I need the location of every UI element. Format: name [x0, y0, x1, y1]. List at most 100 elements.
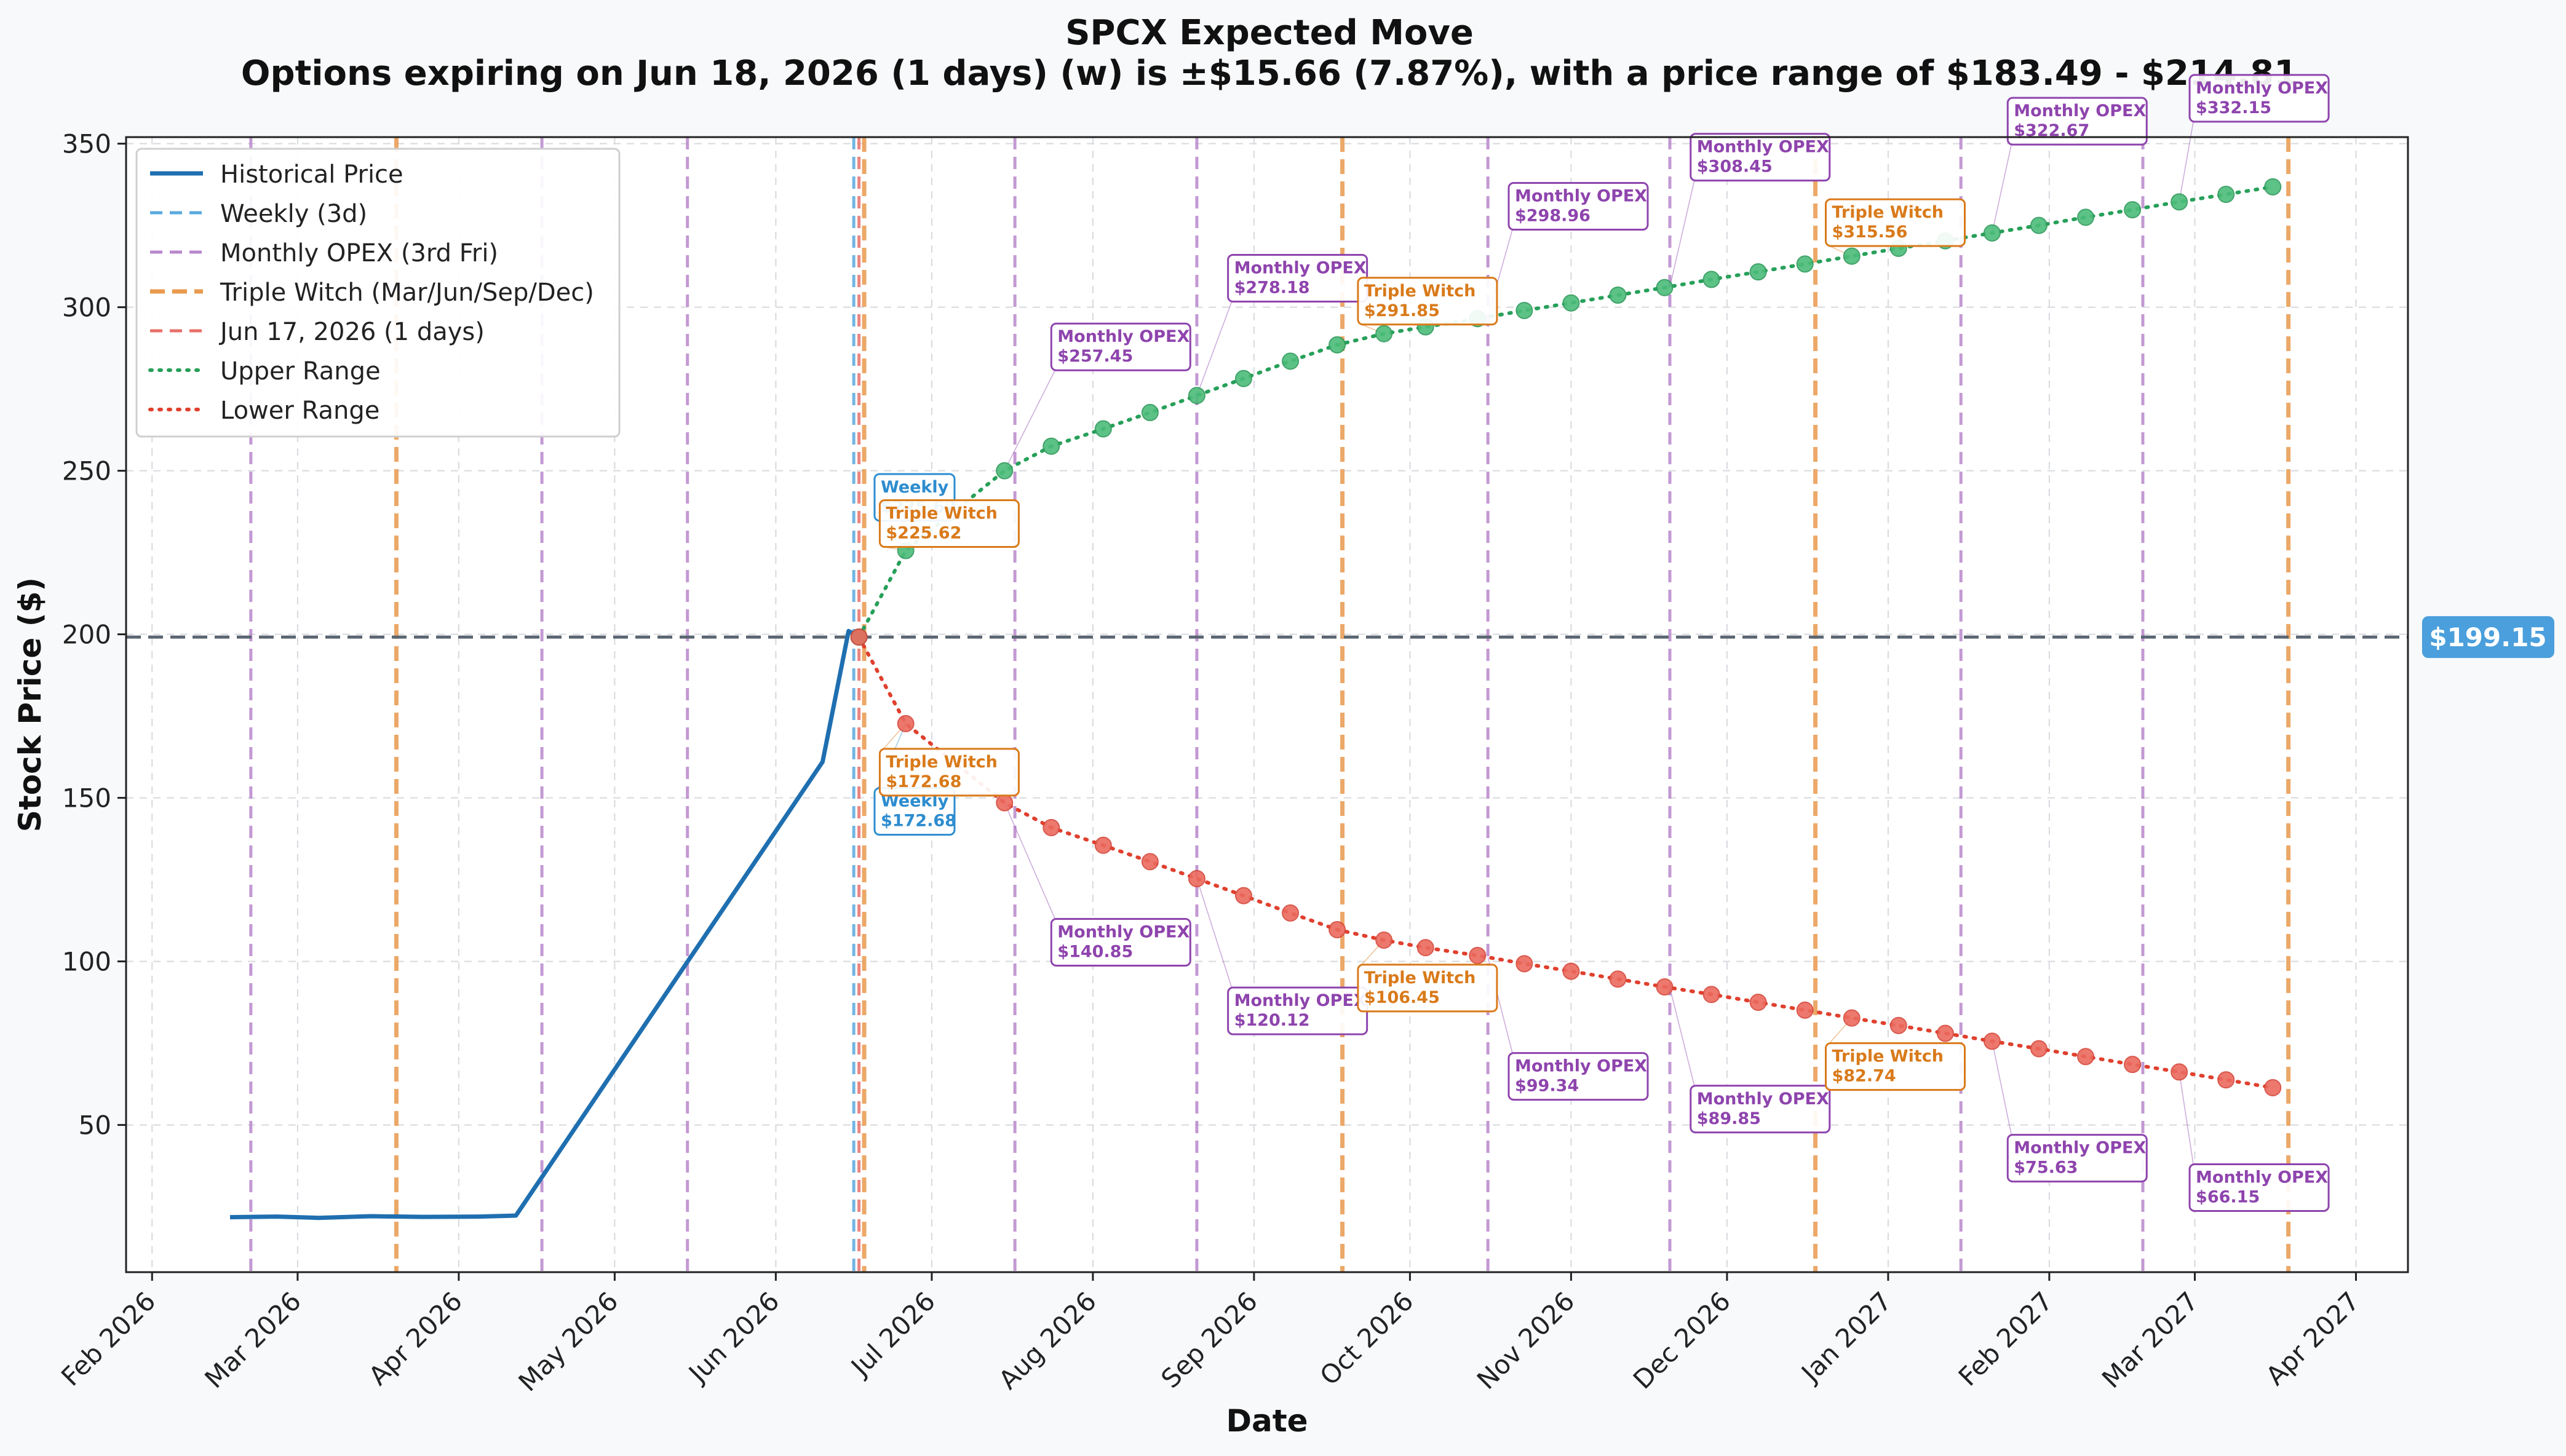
lower-range-point — [996, 794, 1014, 812]
annotation-title: Monthly OPEX — [1515, 186, 1647, 205]
annotation-title: Triple Witch — [1364, 968, 1476, 987]
upper-range-point — [1656, 279, 1674, 296]
upper-range-point — [1188, 387, 1206, 405]
annotation-leader — [1669, 180, 1695, 287]
upper-range-point — [1983, 224, 2001, 242]
upper-range-point — [2030, 216, 2048, 234]
upper-range-point — [1562, 294, 1580, 312]
lower-range-point — [2264, 1078, 2282, 1096]
lower-range-point — [2077, 1048, 2095, 1066]
annotation-value: $257.45 — [1057, 347, 1133, 366]
annotation-title: Monthly OPEX — [2014, 101, 2146, 121]
annotation-title: Monthly OPEX — [2196, 79, 2328, 98]
lower-range-point — [2124, 1056, 2142, 1074]
y-tick-label: 100 — [62, 947, 111, 977]
upper-range-point — [2264, 178, 2282, 196]
annotation-monthly: Monthly OPEX$332.15 — [2188, 74, 2330, 123]
annotation-leader — [1992, 1041, 2012, 1135]
x-axis-label: Date — [1226, 1403, 1308, 1439]
lower-range-point — [1416, 939, 1434, 957]
upper-range-point — [2077, 208, 2095, 226]
annotation-title: Triple Witch — [1364, 282, 1476, 301]
annotation-monthly: Monthly OPEX$120.12 — [1227, 986, 1368, 1035]
annotation-value: $308.45 — [1697, 157, 1773, 176]
annotation-value: $99.34 — [1515, 1077, 1579, 1096]
upper-range-point — [996, 462, 1014, 480]
upper-range-point — [1329, 336, 1346, 354]
upper-range-point — [1234, 370, 1252, 387]
annotation-leader — [1004, 370, 1055, 471]
lower-range-point — [2217, 1071, 2235, 1089]
lower-range-point — [1043, 819, 1060, 837]
annotation-triple: Triple Witch$291.85 — [1357, 277, 1498, 326]
upper-range-point — [1043, 437, 1060, 455]
annotation-title: Weekly — [881, 478, 949, 497]
y-tick-label: 300 — [62, 293, 111, 323]
lower-range-point — [1702, 986, 1720, 1003]
annotation-title: Triple Witch — [886, 504, 998, 523]
annotation-value: $140.85 — [1057, 942, 1133, 961]
annotation-value: $172.68 — [886, 772, 961, 791]
annotation-triple: Triple Witch$315.56 — [1824, 198, 1966, 247]
annotation-value: $298.96 — [1515, 206, 1591, 225]
annotation-leader — [1669, 987, 1695, 1086]
lower-range-point — [897, 714, 915, 732]
annotation-box — [878, 499, 1020, 548]
annotation-monthly: Monthly OPEX$278.18 — [1227, 254, 1368, 303]
upper-range-point — [1515, 301, 1533, 319]
lower-range-point — [1749, 994, 1767, 1011]
upper-range-point — [1609, 286, 1627, 304]
annotation-leader — [2179, 121, 2194, 202]
annotation-value: $82.74 — [1832, 1067, 1896, 1086]
current-price-badge-label: $199.15 — [2429, 622, 2546, 652]
y-axis-ticks: 50 100 150 200 250 300 350 — [62, 129, 126, 1141]
legend-label-triple: Triple Witch (Mar/Jun/Sep/Dec) — [220, 279, 594, 307]
lower-range-point — [2030, 1040, 2048, 1058]
lower-range-point — [1141, 853, 1159, 871]
legend-label-upper: Upper Range — [220, 357, 381, 386]
legend-label-weekly: Weekly (3d) — [220, 200, 367, 228]
upper-range-point — [2217, 186, 2235, 204]
annotation-title: Monthly OPEX — [1057, 327, 1190, 346]
annotation-value: $278.18 — [1234, 279, 1310, 298]
y-tick-label: 350 — [62, 129, 111, 159]
current-price-badge: $199.15 — [2422, 616, 2554, 659]
annotation-title: Monthly OPEX — [2014, 1139, 2146, 1158]
lower-range-point — [1983, 1032, 2001, 1050]
annotations: Weekly $225.62Triple Witch$225.62 Monthly … — [873, 74, 2330, 1212]
annotation-monthly: Monthly OPEX$308.45 — [1690, 133, 1831, 182]
upper-range-point — [1749, 263, 1767, 281]
y-tick-label: 200 — [62, 620, 111, 650]
annotation-box — [1050, 322, 1191, 371]
lower-range-point — [1609, 970, 1627, 988]
annotation-leader — [1992, 144, 2012, 234]
annotation-box — [2006, 1134, 2148, 1183]
annotation-value: $291.85 — [1364, 301, 1440, 320]
annotation-value: $120.12 — [1234, 1011, 1310, 1030]
annotation-value: $75.63 — [2014, 1158, 2078, 1177]
annotation-leader — [1196, 301, 1233, 396]
annotation-weekly: Weekly$172.68 — [873, 787, 956, 836]
annotation-box — [1824, 1042, 1966, 1091]
annotation-value: $225.62 — [886, 524, 961, 543]
upper-range-point — [2171, 193, 2188, 211]
annotation-box — [1507, 1052, 1649, 1101]
current-price-badge-box — [2422, 616, 2554, 659]
historical-price-line — [229, 628, 860, 1221]
annotation-box — [1507, 181, 1649, 231]
y-tick-label: 50 — [79, 1110, 111, 1141]
annotation-triple: Triple Witch$106.45 — [1357, 963, 1498, 1013]
annotation-value: $332.15 — [2196, 98, 2271, 117]
legend-box — [135, 148, 621, 438]
legend-label-historical: Historical Price — [220, 160, 403, 189]
annotation-monthly: Monthly OPEX$257.45 — [1050, 322, 1191, 371]
annotation-leader — [2179, 1072, 2194, 1165]
lower-range-point — [850, 628, 868, 646]
annotation-triple: Triple Witch$82.74 — [1824, 1042, 1966, 1091]
lower-range-point — [1889, 1016, 1907, 1034]
chart-subtitle: Options expiring on Jun 18, 2026 (1 days… — [241, 53, 2298, 93]
annotation-leader — [1004, 802, 1055, 919]
annotation-title: Triple Witch — [886, 753, 998, 772]
lower-range-point — [1796, 1001, 1814, 1019]
annotation-monthly: Monthly OPEX$140.85 — [1050, 917, 1191, 967]
